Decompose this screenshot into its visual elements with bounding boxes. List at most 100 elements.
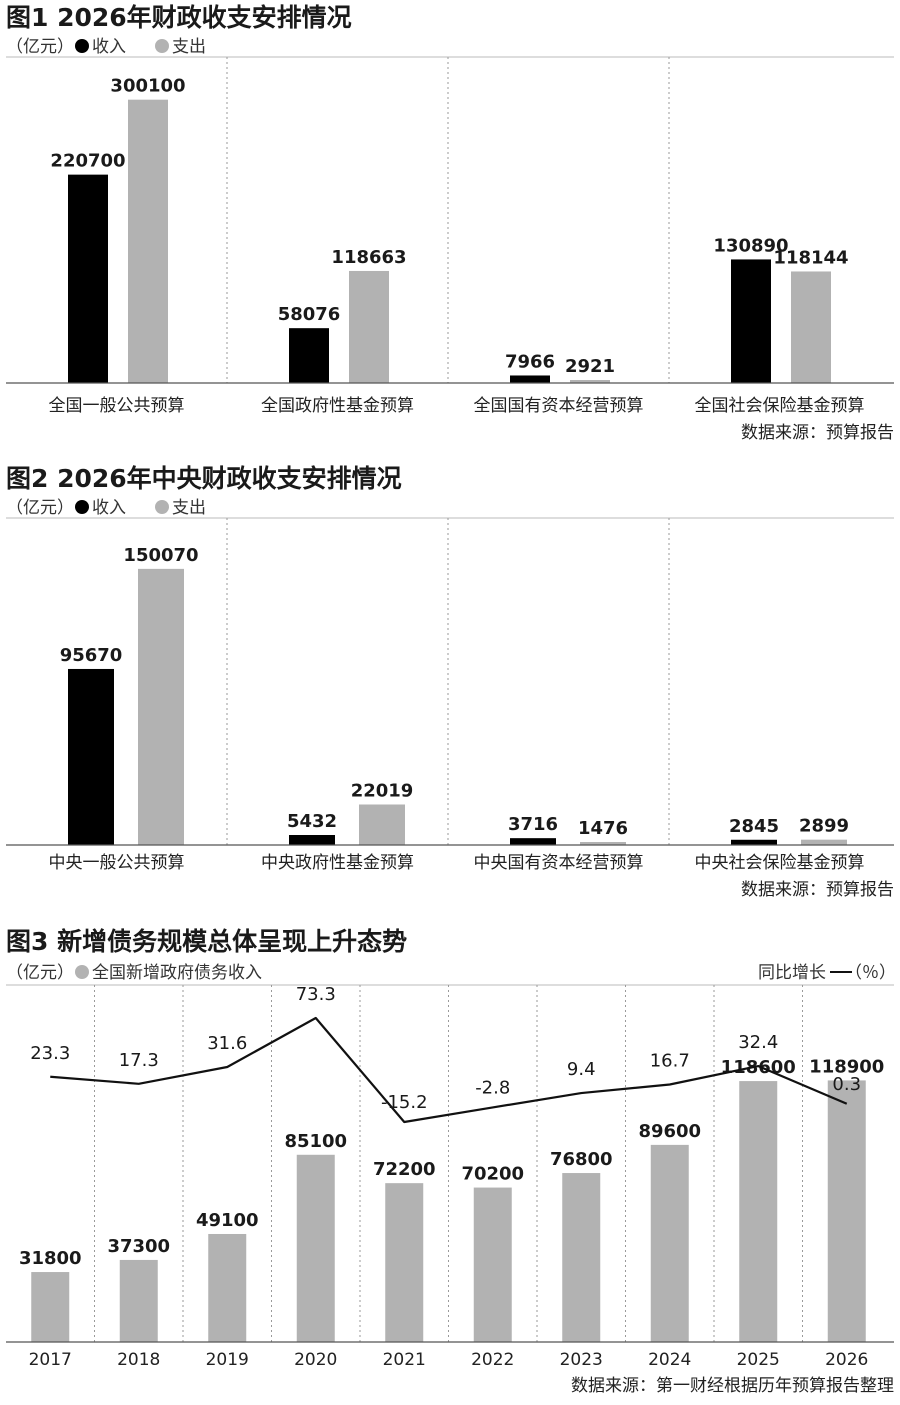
bar-value-label: 3716 — [508, 814, 558, 835]
bar-income — [68, 174, 108, 383]
category-label: 2019 — [206, 1350, 249, 1370]
bar-value-label: 85100 — [284, 1131, 347, 1152]
bar-value-label: 72200 — [373, 1159, 436, 1180]
bar-expense — [791, 271, 831, 383]
bar-value-label: 118600 — [721, 1057, 796, 1078]
category-label: 全国国有资本经营预算 — [474, 396, 644, 416]
bar-debt — [31, 1272, 70, 1342]
category-label: 2017 — [29, 1350, 72, 1370]
bar-value-label: 130890 — [713, 235, 788, 256]
category-label: 全国政府性基金预算 — [261, 396, 414, 416]
source-note: 数据来源：预算报告 — [741, 880, 894, 900]
legend-label-0: 收入 — [92, 498, 126, 518]
bar-value-label: 76800 — [550, 1149, 613, 1170]
bar-debt — [119, 1259, 158, 1342]
bar-income — [289, 328, 329, 383]
bar-debt — [827, 1080, 866, 1342]
bar-value-label: 37300 — [107, 1236, 170, 1257]
legend-label-0: 全国新增政府债务收入 — [92, 963, 262, 983]
bar-debt — [473, 1187, 512, 1342]
category-label: 中央一般公共预算 — [49, 853, 185, 873]
bar-value-label: 5432 — [287, 811, 337, 832]
growth-value-label: 9.4 — [567, 1059, 596, 1080]
growth-value-label: 0.3 — [832, 1074, 861, 1095]
growth-value-label: 31.6 — [207, 1033, 247, 1054]
bar-debt — [385, 1183, 424, 1342]
bar-expense — [359, 804, 405, 845]
category-label: 2023 — [560, 1350, 603, 1370]
legend-label-0: 收入 — [92, 37, 126, 57]
bar-value-label: 2845 — [729, 816, 779, 837]
legend-swatch-1 — [155, 39, 169, 53]
bar-value-label: 150070 — [123, 545, 198, 566]
category-label: 2026 — [825, 1350, 868, 1370]
unit-label: （亿元） — [6, 498, 74, 518]
bar-value-label: 58076 — [278, 304, 341, 325]
bar-value-label: 2899 — [799, 816, 849, 837]
bar-debt — [296, 1154, 335, 1342]
bar-expense — [580, 842, 626, 845]
category-label: 全国一般公共预算 — [49, 396, 185, 416]
bar-value-label: 7966 — [505, 351, 555, 372]
category-label: 2025 — [737, 1350, 780, 1370]
category-label: 2021 — [383, 1350, 426, 1370]
right-axis-label: 同比增长 — [758, 963, 826, 983]
legend-swatch-1 — [155, 500, 169, 514]
chart-title: 图1 2026年财政收支安排情况 — [6, 3, 352, 32]
bar-income — [289, 835, 335, 845]
bar-debt — [650, 1144, 689, 1342]
bar-value-label: 118663 — [331, 247, 406, 268]
bar-value-label: 300100 — [110, 76, 185, 97]
category-label: 中央政府性基金预算 — [261, 853, 414, 873]
bar-income — [731, 839, 777, 845]
unit-label: （亿元） — [6, 963, 74, 983]
bar-value-label: 118144 — [773, 247, 848, 268]
category-label: 2020 — [294, 1350, 337, 1370]
bar-debt — [208, 1233, 247, 1342]
bar-value-label: 22019 — [351, 780, 414, 801]
category-label: 全国社会保险基金预算 — [695, 396, 865, 416]
bar-income — [510, 838, 556, 845]
category-label: 2018 — [117, 1350, 160, 1370]
growth-value-label: -15.2 — [381, 1092, 428, 1113]
source-note: 数据来源：预算报告 — [741, 423, 894, 443]
category-label: 2024 — [648, 1350, 691, 1370]
bar-value-label: 70200 — [461, 1164, 524, 1185]
bar-expense — [570, 380, 610, 383]
category-label: 中央国有资本经营预算 — [474, 853, 644, 873]
category-label: 2022 — [471, 1350, 514, 1370]
bar-value-label: 118900 — [809, 1056, 884, 1077]
legend-swatch-0 — [75, 500, 89, 514]
bar-debt — [562, 1173, 601, 1342]
bar-value-label: 89600 — [638, 1121, 701, 1142]
chart-title: 图3 新增债务规模总体呈现上升态势 — [6, 927, 407, 956]
category-label: 中央社会保险基金预算 — [695, 853, 865, 873]
legend-label-1: 支出 — [172, 498, 206, 518]
legend-label-1: 支出 — [172, 37, 206, 57]
growth-value-label: 16.7 — [650, 1051, 690, 1072]
growth-value-label: -2.8 — [475, 1077, 510, 1098]
legend-swatch-0 — [75, 39, 89, 53]
bar-income — [731, 259, 771, 383]
bar-debt — [739, 1081, 778, 1342]
bar-value-label: 31800 — [19, 1248, 82, 1269]
chart-title: 图2 2026年中央财政收支安排情况 — [6, 464, 402, 493]
growth-value-label: 73.3 — [296, 984, 336, 1005]
bar-value-label: 95670 — [60, 645, 123, 666]
bar-income — [510, 375, 550, 383]
unit-label: （亿元） — [6, 37, 74, 57]
growth-value-label: 23.3 — [30, 1043, 70, 1064]
bar-value-label: 1476 — [578, 818, 628, 839]
growth-value-label: 17.3 — [119, 1050, 159, 1071]
bar-income — [68, 668, 114, 845]
bar-expense — [349, 270, 389, 383]
source-note: 数据来源：第一财经根据历年预算报告整理 — [571, 1376, 894, 1396]
right-unit-label: （％） — [845, 963, 896, 983]
growth-line — [50, 1016, 848, 1124]
bar-expense — [128, 99, 168, 384]
bar-expense — [138, 568, 184, 845]
bar-expense — [801, 839, 847, 845]
bar-value-label: 2921 — [565, 356, 615, 377]
